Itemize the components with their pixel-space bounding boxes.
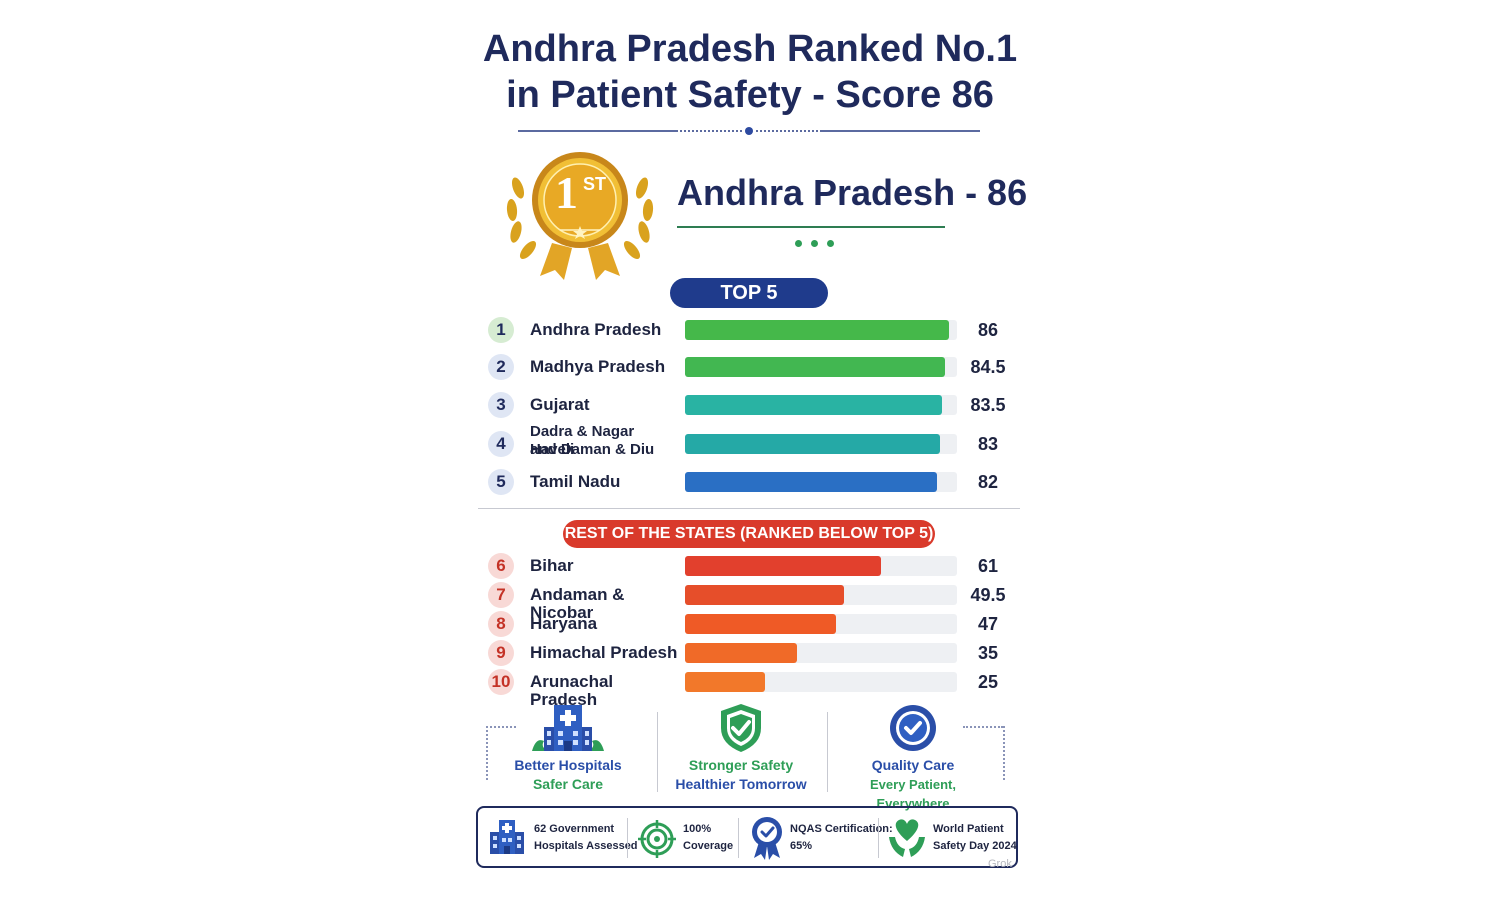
page-title-line2: in Patient Safety - Score 86: [506, 74, 994, 116]
medal-rank-suffix: ST: [583, 174, 607, 194]
state-label: Bihar: [530, 556, 574, 575]
feature-separator: [827, 712, 828, 792]
rank-badge: 5: [488, 469, 514, 495]
hospital-icon: [490, 820, 524, 854]
bar-arunachal-pradesh: [685, 672, 765, 692]
state-label: Gujarat: [530, 395, 590, 414]
feature-dots-right-vertical: [1003, 726, 1005, 780]
rank-badge: 7: [488, 582, 514, 608]
green-dot: [795, 240, 802, 247]
rank-badge: 2: [488, 354, 514, 380]
feature-hospitals-line2: Safer Care: [532, 776, 604, 792]
bar-andhra-pradesh: [685, 320, 949, 340]
stat-worldday-line2: Safety Day 2024: [933, 840, 1017, 852]
green-dot: [827, 240, 834, 247]
bar-value-label: 47: [977, 614, 999, 634]
rank-badge: 8: [488, 611, 514, 637]
bar-tamil-nadu: [685, 472, 937, 492]
title-divider-dots-right: [756, 130, 818, 132]
bar-value-label: 25: [977, 672, 999, 692]
feature-safety-line1: Stronger Safety: [688, 757, 794, 773]
feature-dots-left-vertical: [486, 726, 488, 780]
state-label: Dadra & Nagar Haveli: [530, 423, 635, 458]
heart-hands-icon: [889, 819, 925, 857]
bar-value-label: 83.5: [970, 395, 1006, 415]
state-label: Tamil Nadu: [530, 472, 621, 491]
medal-rank-number: 1: [555, 167, 578, 218]
page-title-line1: Andhra Pradesh Ranked No.1: [482, 28, 1018, 70]
stat-coverage-line2: Coverage: [683, 840, 734, 852]
feature-quality-line1: Quality Care: [871, 757, 955, 773]
bar-haryana: [685, 614, 836, 634]
bar-dadra-nagar-haveli: [685, 434, 940, 454]
title-divider-right: [820, 130, 980, 132]
stat-nqas-line1: NQAS Certification:: [790, 823, 893, 835]
rank-badge: 4: [488, 431, 514, 457]
winner-underline: [677, 226, 945, 228]
rank-badge: 3: [488, 392, 514, 418]
stat-nqas-line2: 65%: [790, 840, 813, 852]
hospital-icon: [532, 705, 604, 751]
stat-separator: [627, 818, 628, 858]
bar-andaman-nicobar: [685, 585, 844, 605]
bar-value-label: 49.5: [970, 585, 1006, 605]
shield-check-icon: [721, 704, 761, 752]
title-divider-center-dot: [745, 127, 753, 135]
state-label: Himachal Pradesh: [530, 643, 678, 662]
stat-separator: [738, 818, 739, 858]
bar-madhya-pradesh: [685, 357, 945, 377]
stats-box: [476, 806, 1018, 868]
bar-gujarat: [685, 395, 942, 415]
state-label-line2: and Daman & Diu: [530, 441, 655, 458]
stat-coverage-line1: 100%: [683, 823, 712, 835]
bar-value-label: 84.5: [970, 357, 1006, 377]
rank-badge: 10: [488, 669, 514, 695]
state-label: Madhya Pradesh: [530, 357, 666, 376]
target-icon: [638, 820, 676, 858]
winner-label: Andhra Pradesh - 86: [677, 172, 1028, 213]
watermark: Grok: [988, 858, 1012, 870]
state-label: Haryana: [530, 614, 598, 633]
bar-value-label: 61: [977, 556, 999, 576]
rank-badge: 1: [488, 317, 514, 343]
state-label: Andaman & Nicobar: [530, 585, 625, 622]
bar-value-label: 35: [977, 643, 999, 663]
section-separator: [478, 508, 1020, 509]
gold-medal-icon: [506, 152, 654, 280]
title-divider-left: [518, 130, 678, 132]
bar-value-label: 83: [977, 434, 999, 454]
check-circle-icon: [890, 705, 936, 751]
feature-hospitals-line1: Better Hospitals: [514, 757, 622, 773]
bar-bihar: [685, 556, 881, 576]
stat-worldday-line1: World Patient: [933, 823, 1004, 835]
green-dot: [811, 240, 818, 247]
feature-dots-right: [963, 726, 1003, 728]
title-divider-dots-left: [680, 130, 742, 132]
rank-badge: 9: [488, 640, 514, 666]
stat-hospitals-line1: 62 Government: [534, 823, 615, 835]
feature-dots-left: [486, 726, 516, 728]
top5-pill: TOP 5: [670, 278, 828, 308]
rank-badge: 6: [488, 553, 514, 579]
feature-separator: [657, 712, 658, 792]
bar-value-label: 86: [977, 320, 999, 340]
feature-safety-line2: Healthier Tomorrow: [675, 776, 807, 792]
award-badge-icon: [752, 817, 782, 860]
state-label: Arunachal Pradesh: [530, 672, 614, 709]
rest-states-pill: REST OF THE STATES (RANKED BELOW TOP 5): [563, 520, 935, 548]
bar-himachal-pradesh: [685, 643, 797, 663]
stat-separator: [878, 818, 879, 858]
state-label: Andhra Pradesh: [530, 320, 662, 339]
stat-hospitals-line2: Hospitals Assessed: [534, 840, 638, 852]
bar-value-label: 82: [977, 472, 999, 492]
